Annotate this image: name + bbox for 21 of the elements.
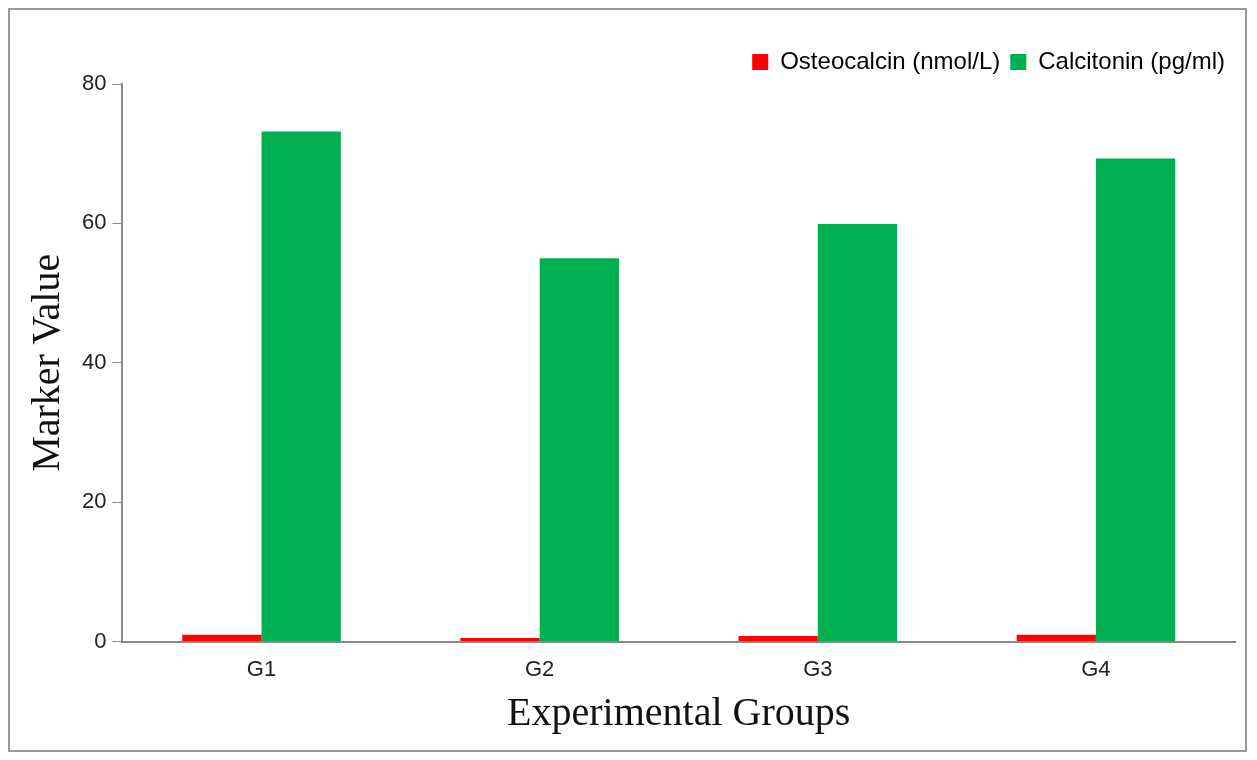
bar bbox=[539, 258, 619, 642]
bar bbox=[1016, 634, 1096, 642]
y-tick-label: 80 bbox=[81, 70, 107, 96]
y-axis-title: Marker Value bbox=[22, 253, 68, 472]
bar bbox=[182, 634, 262, 642]
bar bbox=[1095, 158, 1176, 642]
bar bbox=[817, 224, 898, 642]
y-tick-label: 40 bbox=[81, 348, 107, 374]
y-tick-label: 0 bbox=[94, 627, 107, 653]
x-axis-title: Experimental Groups bbox=[507, 688, 851, 734]
y-tick-label: 60 bbox=[81, 209, 107, 235]
x-tick-label: G3 bbox=[803, 655, 833, 681]
x-tick-label: G1 bbox=[246, 655, 277, 681]
legend-label: Osteocalcin (nmol/L) bbox=[780, 46, 1001, 74]
y-tick-label: 20 bbox=[81, 488, 107, 514]
x-tick-label: G2 bbox=[524, 655, 555, 681]
bar bbox=[738, 636, 818, 642]
bar bbox=[261, 131, 341, 642]
bar bbox=[460, 638, 540, 642]
legend-label: Calcitonin (pg/ml) bbox=[1038, 46, 1226, 74]
x-tick-label: G4 bbox=[1081, 655, 1111, 681]
